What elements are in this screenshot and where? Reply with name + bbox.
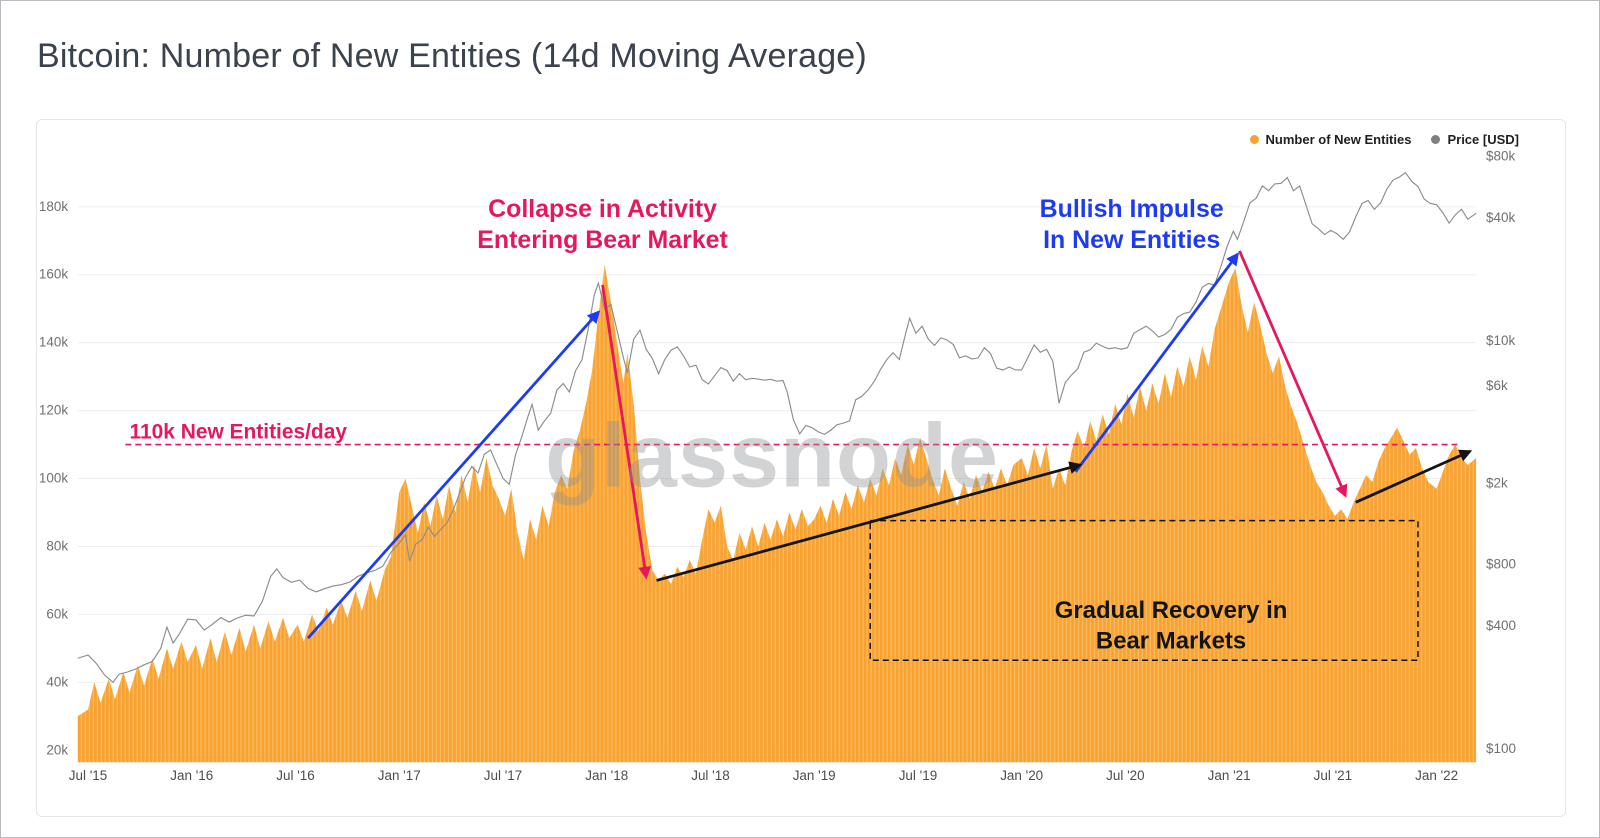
x-tick-label: Jan '21 [1208, 768, 1251, 783]
y-left-tick-label: 120k [39, 403, 68, 418]
x-tick-label: Jan '16 [170, 768, 213, 783]
annotation-text-recovery: Bear Markets [1096, 628, 1246, 655]
chart-legend: Number of New Entities Price [USD] [1249, 132, 1519, 147]
y-right-tick-label: $6k [1486, 378, 1508, 393]
annotation-arrow [601, 284, 651, 580]
legend-dot-price [1431, 135, 1441, 144]
left-axis-labels: 20k 40k 60k 80k 100k 120k 140k 160k 180k [39, 199, 68, 757]
annotation-text-recovery: Gradual Recovery in [1055, 597, 1288, 624]
right-axis-labels: $100 $400 $800 $2k $6k $10k $40k $80k [1486, 149, 1516, 756]
annotation-text-collapse: Entering Bear Market [477, 226, 728, 254]
y-right-tick-label: $2k [1486, 475, 1508, 490]
annotation-arrow [1355, 449, 1473, 504]
chart-canvas: Collapse in Activity Entering Bear Market… [39, 149, 1516, 783]
annotation-arrow [306, 310, 601, 640]
x-tick-label: Jul '20 [1106, 768, 1144, 783]
x-tick-label: Jan '20 [1000, 768, 1043, 783]
x-tick-label: Jan '19 [793, 768, 836, 783]
y-right-tick-label: $800 [1486, 557, 1516, 572]
y-right-tick-label: $80k [1486, 149, 1515, 164]
y-left-tick-label: 140k [39, 335, 68, 350]
legend-label-price: Price [USD] [1447, 132, 1519, 147]
annotation-arrows [306, 250, 1473, 640]
recovery-dashed-rect [869, 519, 1419, 662]
y-left-tick-label: 20k [46, 742, 68, 757]
annotation-arrow [1074, 252, 1239, 473]
annotation-text-collapse: Collapse in Activity [488, 195, 717, 223]
y-left-tick-label: 160k [39, 267, 68, 282]
y-right-tick-label: $400 [1486, 618, 1516, 633]
x-axis-labels: Jul '15 Jan '16 Jul '16 Jan '17 Jul '17 Jan '… [69, 768, 1458, 783]
x-tick-label: Jul '18 [691, 768, 729, 783]
page-title: Bitcoin: Number of New Entities (14d Mov… [37, 37, 867, 75]
y-left-tick-label: 40k [46, 674, 68, 689]
entities-area-series [77, 264, 1477, 763]
legend-label-new-entities: Number of New Entities [1265, 132, 1412, 147]
legend-item-price[interactable]: Price [USD] [1431, 132, 1519, 147]
annotation-text-threshold: 110k New Entities/day [130, 420, 348, 443]
y-left-tick-label: 60k [46, 606, 68, 621]
y-right-tick-label: $40k [1486, 210, 1515, 225]
legend-item-new-entities[interactable]: Number of New Entities [1249, 132, 1412, 147]
x-tick-label: Jul '19 [899, 768, 937, 783]
y-left-tick-label: 80k [46, 538, 68, 553]
x-tick-label: Jan '18 [585, 768, 628, 783]
x-tick-label: Jan '17 [378, 768, 421, 783]
annotation-arrow [656, 461, 1083, 582]
x-tick-label: Jan '22 [1415, 768, 1458, 783]
y-left-tick-label: 100k [39, 471, 68, 486]
x-tick-label: Jul '21 [1314, 768, 1352, 783]
legend-dot-new-entities [1249, 135, 1259, 144]
annotation-text-bullish: Bullish Impulse [1040, 195, 1224, 223]
y-left-tick-label: 180k [39, 199, 68, 214]
x-tick-label: Jul '15 [69, 768, 107, 783]
y-right-tick-label: $10k [1486, 333, 1515, 348]
annotation-arrow [1238, 250, 1348, 498]
x-tick-label: Jul '17 [484, 768, 522, 783]
annotation-text-bullish: In New Entities [1043, 226, 1220, 254]
y-right-tick-label: $100 [1486, 741, 1516, 756]
chart-card: Collapse in Activity Entering Bear Market… [36, 119, 1566, 817]
x-tick-label: Jul '16 [276, 768, 314, 783]
